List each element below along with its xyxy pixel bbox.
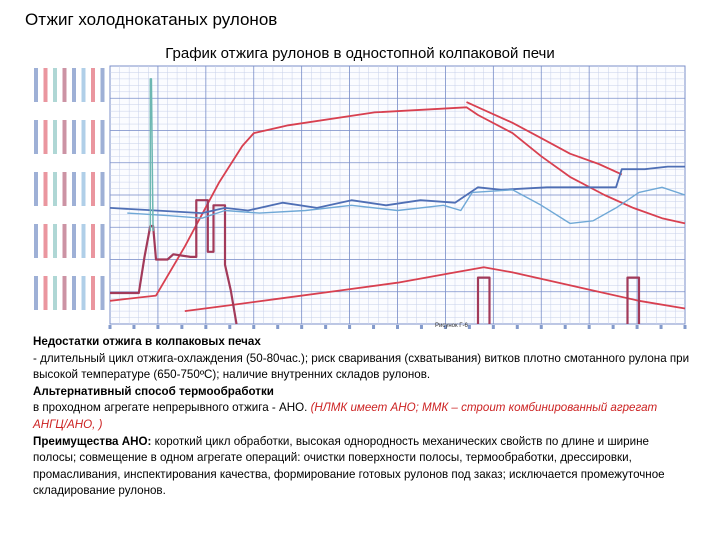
scale-strip-mark [72, 172, 76, 206]
scale-strip-mark [62, 276, 67, 310]
alternative-text: в проходном агрегате непрерывного отжига… [33, 400, 693, 433]
scale-strip-mark [72, 68, 76, 102]
x-tick-mark [348, 325, 352, 329]
disadvantages-text: - длительный цикл отжига-охлаждения (50-… [33, 351, 690, 382]
scale-strip-mark [91, 120, 95, 154]
scale-strip-mark [53, 120, 57, 154]
chart-svg: Рисунок Г-6 [34, 65, 687, 329]
x-tick-mark [396, 325, 399, 329]
series-line-5 [476, 276, 491, 324]
advantages-heading: Преимущества АНО: [33, 434, 152, 448]
x-tick-mark [132, 325, 136, 329]
scale-strip-mark [72, 276, 76, 310]
series-line-9 [149, 78, 154, 232]
scale-strip-mark [91, 276, 95, 310]
scale-strip-mark [100, 172, 105, 206]
scale-strip-mark [91, 224, 95, 258]
scale-strip-mark [81, 276, 86, 310]
x-tick-mark [443, 325, 447, 329]
x-tick-mark [300, 325, 304, 329]
scale-strip-mark [81, 68, 86, 102]
x-tick-mark [228, 325, 232, 329]
scale-strip-mark [34, 120, 38, 154]
chart-title: График отжига рулонов в одностопной колп… [165, 45, 555, 62]
series-line-8 [127, 186, 686, 225]
scale-strip-mark [62, 224, 67, 258]
x-tick-mark [635, 325, 639, 329]
chart: Рисунок Г-6 [30, 62, 690, 330]
scale-strip-mark [62, 120, 67, 154]
x-tick-mark [659, 325, 663, 329]
alternative-text-normal: в проходном агрегате непрерывного отжига… [33, 401, 311, 415]
alternative-text-note: (НЛМК имеет АНО; ММК – строит комбиниров… [33, 401, 658, 431]
scale-strip-mark [91, 68, 95, 102]
scale-strip-mark [34, 224, 38, 258]
x-tick-mark [252, 325, 256, 329]
x-tick-mark [563, 325, 567, 329]
scale-strip-mark [43, 276, 48, 310]
scale-strip-mark [43, 172, 48, 206]
scale-strip-mark [53, 172, 57, 206]
scale-strip-mark [53, 68, 57, 102]
slide-title: Отжиг холоднокатаных рулонов [25, 10, 278, 29]
advantages-text: Преимущества АНО: короткий цикл обработк… [33, 434, 693, 500]
scale-strip-mark [100, 120, 105, 154]
x-tick-mark [156, 325, 160, 329]
scale-strip-mark [100, 276, 105, 310]
scale-strip-mark [43, 224, 48, 258]
series-line-6 [626, 276, 641, 324]
x-tick-mark [467, 325, 471, 329]
x-tick-mark [587, 325, 591, 329]
x-tick-mark [372, 325, 376, 329]
x-tick-mark [108, 325, 112, 329]
scale-strip-mark [34, 276, 38, 310]
x-tick-mark [539, 325, 543, 329]
x-tick-mark [611, 325, 615, 329]
x-tick-mark [683, 325, 687, 329]
scale-strip-mark [100, 68, 105, 102]
alternative-heading: Альтернативный способ термообработки [33, 384, 274, 398]
text-block: Недостатки отжига в колпаковых печах - д… [33, 334, 693, 500]
scale-strip-mark [62, 68, 67, 102]
x-tick-mark [491, 325, 495, 329]
scale-strip-mark [91, 172, 95, 206]
scale-strip-mark [100, 224, 105, 258]
disadvantages-heading: Недостатки отжига в колпаковых печах [33, 335, 261, 348]
scale-strip-mark [34, 172, 38, 206]
scale-strip-mark [43, 68, 48, 102]
scale-strip-mark [34, 68, 38, 102]
x-tick-mark [324, 325, 328, 329]
advantages-body: короткий цикл обработки, высокая однород… [33, 434, 665, 498]
scale-strip-mark [53, 276, 57, 310]
scale-strip-mark [81, 172, 86, 206]
series-line-3 [184, 266, 686, 312]
x-tick-mark [180, 325, 184, 329]
scale-strip-mark [43, 120, 48, 154]
scale-strip-mark [62, 172, 67, 206]
scale-strip-mark [81, 120, 86, 154]
series-line-7 [109, 165, 685, 215]
scale-strip-mark [53, 224, 57, 258]
x-tick-mark [204, 325, 208, 329]
scale-strip-mark [72, 120, 76, 154]
x-tick-mark [419, 325, 423, 329]
scale-strip-mark [81, 224, 86, 258]
corner-label: Рисунок Г-6 [435, 323, 469, 329]
series-line-2 [466, 101, 623, 176]
scale-strip-mark [72, 224, 76, 258]
x-tick-mark [515, 325, 519, 329]
x-tick-mark [276, 325, 280, 329]
